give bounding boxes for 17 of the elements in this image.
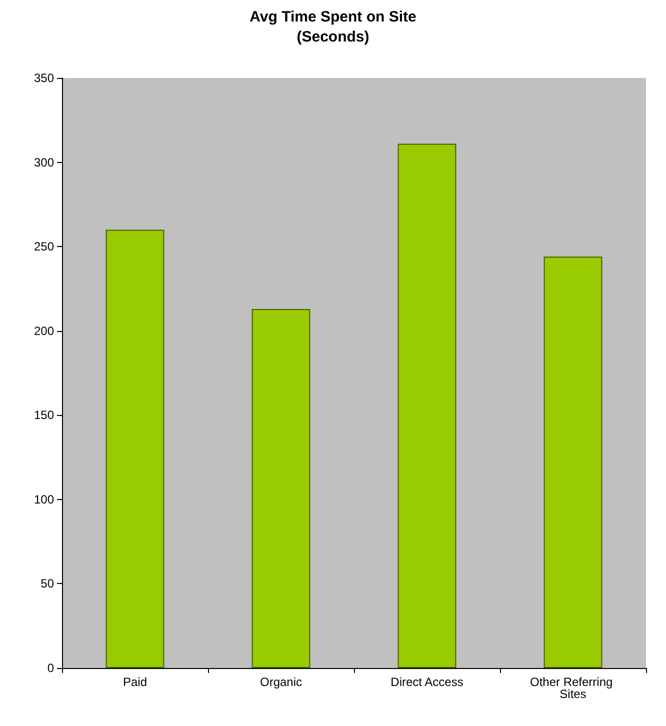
x-tick-label: Paid bbox=[122, 675, 148, 689]
y-tick-label: 150 bbox=[34, 408, 54, 422]
y-tick-label: 100 bbox=[34, 492, 54, 506]
y-tick-label: 300 bbox=[34, 155, 54, 170]
x-tick-label: Direct Access bbox=[390, 675, 464, 689]
y-tick-label: 50 bbox=[40, 576, 54, 591]
bar bbox=[398, 144, 456, 668]
bar bbox=[252, 308, 310, 668]
chart-title: Avg Time Spent on Site (Seconds) bbox=[250, 8, 416, 46]
y-tick-label: 0 bbox=[47, 661, 54, 675]
y-tick-label: 200 bbox=[34, 324, 54, 338]
bar bbox=[544, 256, 602, 668]
x-tick-label: Other Referring Sites bbox=[530, 675, 616, 701]
x-tick-label: Organic bbox=[260, 675, 302, 689]
y-tick-label: 350 bbox=[34, 71, 54, 85]
y-tick-label: 250 bbox=[34, 240, 54, 254]
bar bbox=[106, 230, 164, 668]
